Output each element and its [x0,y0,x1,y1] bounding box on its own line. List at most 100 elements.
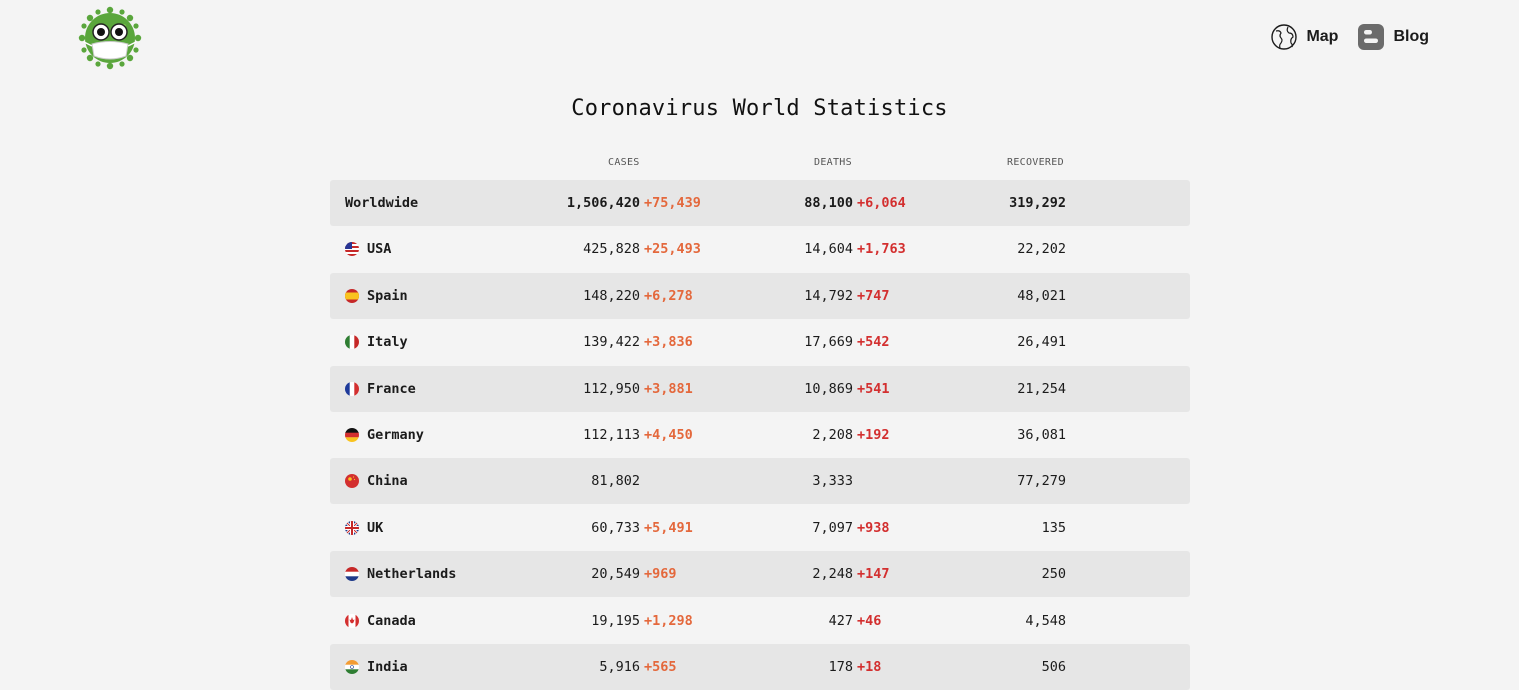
virus-mascot-icon[interactable] [78,6,142,70]
cases-value: 1,506,420 [566,195,640,211]
deaths-cell: 3,333 [750,473,910,489]
deaths-value: 88,100 [804,195,853,211]
table-row[interactable]: China 81,802 3,333 77,279 [330,458,1190,505]
country-cell: China [345,473,408,489]
country-cell: Worldwide [345,195,418,211]
deaths-value: 427 [828,612,853,629]
country-name: Germany [367,426,424,443]
recovered-cell: 4,548 [980,613,1066,629]
country-cell: USA [345,241,391,257]
deaths-value: 178 [828,658,853,675]
table-row[interactable]: Canada 19,195 +1,298 427 +46 4,548 [330,598,1190,644]
table-row[interactable]: France 112,950 +3,881 10,869 +541 21,254 [330,365,1190,412]
cases-cell: 60,733 +5,491 [530,520,702,536]
column-header-cases[interactable]: CASES [608,157,640,168]
table-row[interactable]: Germany 112,113 +4,450 2,208 +192 36,081 [330,412,1190,458]
cases-cell: 112,950 +3,881 [530,381,702,397]
cases-delta: +4,450 [644,426,693,443]
uk-flag-icon [345,520,359,535]
deaths-cell: 14,604 +1,763 [750,241,910,257]
deaths-value: 2,208 [812,426,853,443]
deaths-cell: 2,208 +192 [750,427,910,443]
column-header-deaths[interactable]: DEATHS [814,157,852,168]
deaths-delta: +6,064 [857,195,906,211]
nav-map-label: Map [1306,28,1339,45]
cases-value: 19,195 [591,612,640,629]
column-header-recovered[interactable]: RECOVERED [1007,157,1064,168]
deaths-cell: 88,100 +6,064 [750,195,910,211]
country-name: Canada [367,612,416,629]
deaths-value: 7,097 [812,519,853,536]
table-row[interactable]: Worldwide 1,506,420 +75,439 88,100 +6,064 … [330,180,1190,226]
country-name: Italy [367,334,408,351]
top-nav: Map Blog [1271,24,1429,50]
cases-value: 81,802 [591,473,640,490]
country-cell: Spain [345,288,408,304]
table-row[interactable]: USA 425,828 +25,493 14,604 +1,763 22,202 [330,226,1190,272]
country-name: China [367,473,408,490]
cases-cell: 112,113 +4,450 [530,427,702,443]
country-name: UK [367,519,384,536]
table-header: CASES DEATHS RECOVERED [330,150,1190,180]
cases-value: 60,733 [591,519,640,536]
table-row[interactable]: UK 60,733 +5,491 7,097 +938 135 [330,505,1190,551]
blogger-icon [1358,24,1385,50]
recovered-cell: 48,021 [980,288,1066,304]
recovered-value: 319,292 [1009,195,1066,211]
cases-cell: 19,195 +1,298 [530,613,702,629]
deaths-cell: 14,792 +747 [750,288,910,304]
recovered-cell: 319,292 [980,195,1066,211]
country-cell: Italy [345,334,408,350]
country-name: India [367,658,408,675]
deaths-cell: 7,097 +938 [750,520,910,536]
cases-delta: +1,298 [644,612,693,629]
cases-cell: 1,506,420 +75,439 [530,195,702,211]
stats-table: CASES DEATHS RECOVERED Worldwide 1,506,4… [330,150,1190,690]
deaths-cell: 2,248 +147 [750,566,910,582]
netherlands-flag-icon [345,567,359,582]
us-flag-icon [345,242,359,257]
germany-flag-icon [345,427,359,442]
nav-blog-link[interactable]: Blog [1358,24,1429,50]
nav-map-link[interactable]: Map [1271,24,1338,50]
country-cell: France [345,381,416,397]
deaths-delta: +192 [857,426,890,443]
recovered-cell: 36,081 [980,427,1066,443]
deaths-delta: +147 [857,566,890,583]
cases-delta: +5,491 [644,519,693,536]
recovered-cell: 22,202 [980,241,1066,257]
deaths-delta: +18 [857,658,882,675]
recovered-value: 77,279 [1017,473,1066,490]
cases-delta: +75,439 [644,195,701,211]
deaths-cell: 17,669 +542 [750,334,910,350]
country-cell: UK [345,520,383,536]
recovered-value: 135 [1041,519,1066,536]
cases-value: 20,549 [591,566,640,583]
cases-cell: 81,802 [530,473,702,489]
recovered-value: 48,021 [1017,287,1066,304]
globe-icon [1271,24,1298,50]
france-flag-icon [345,381,359,396]
recovered-value: 36,081 [1017,426,1066,443]
india-flag-icon [345,659,359,674]
deaths-delta: +542 [857,334,890,351]
cases-value: 112,950 [583,380,640,397]
table-body: Worldwide 1,506,420 +75,439 88,100 +6,064 … [330,180,1190,690]
recovered-cell: 250 [980,566,1066,582]
cases-value: 148,220 [583,287,640,304]
deaths-value: 14,792 [804,287,853,304]
recovered-cell: 135 [980,520,1066,536]
table-row[interactable]: Netherlands 20,549 +969 2,248 +147 250 [330,551,1190,598]
cases-value: 139,422 [583,334,640,351]
table-row[interactable]: India 5,916 +565 178 +18 506 [330,643,1190,690]
table-row[interactable]: Italy 139,422 +3,836 17,669 +542 26,491 [330,319,1190,365]
cases-delta: +6,278 [644,287,693,304]
cases-cell: 139,422 +3,836 [530,334,702,350]
canada-flag-icon [345,613,359,628]
deaths-value: 14,604 [804,241,853,258]
cases-cell: 5,916 +565 [530,659,702,675]
recovered-value: 506 [1041,658,1066,675]
italy-flag-icon [345,335,359,350]
table-row[interactable]: Spain 148,220 +6,278 14,792 +747 48,021 [330,272,1190,319]
deaths-cell: 10,869 +541 [750,381,910,397]
